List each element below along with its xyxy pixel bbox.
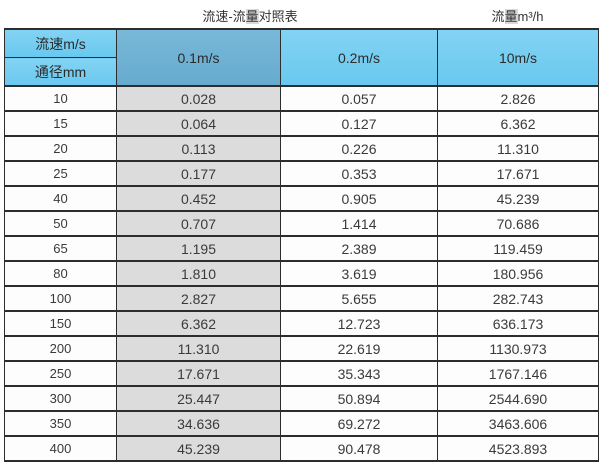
flow-value-cell: 1.414 <box>280 210 438 237</box>
flow-value-cell: 1767.146 <box>437 360 599 387</box>
diameter-cell: 10 <box>4 85 117 112</box>
diameter-cell: 250 <box>4 360 117 387</box>
flow-conversion-table: 流速m/s 0.1m/s 0.2m/s 10m/s 通径mm 10 0.028 0.… <box>4 28 599 462</box>
table-row: 65 1.195 2.389 119.459 <box>4 235 599 262</box>
flow-value-cell: 1.810 <box>116 260 281 287</box>
diameter-cell: 40 <box>4 185 117 212</box>
corner-velocity-label: 流速m/s <box>4 28 117 58</box>
page-title: 流速-流量对照表 <box>0 6 500 25</box>
flow-value-cell: 0.028 <box>116 85 281 112</box>
diameter-cell: 300 <box>4 385 117 412</box>
flow-value-cell: 2.826 <box>437 85 599 112</box>
flow-value-cell: 34.636 <box>116 410 281 437</box>
diameter-cell: 15 <box>4 110 117 137</box>
table-row: 350 34.636 69.272 3463.606 <box>4 410 599 437</box>
flow-value-cell: 0.905 <box>280 185 438 212</box>
flow-unit-prefix: 流 <box>491 9 505 24</box>
table-row: 150 6.362 12.723 636.173 <box>4 310 599 337</box>
flow-value-cell: 0.226 <box>280 135 438 162</box>
flow-value-cell: 180.956 <box>437 260 599 287</box>
flow-value-cell: 11.310 <box>116 335 281 362</box>
flow-value-cell: 0.452 <box>116 185 281 212</box>
column-header-velocity-0-2: 0.2m/s <box>280 28 438 87</box>
table-row: 100 2.827 5.655 282.743 <box>4 285 599 312</box>
diameter-cell: 150 <box>4 310 117 337</box>
flow-value-cell: 17.671 <box>437 160 599 187</box>
diameter-cell: 65 <box>4 235 117 262</box>
flow-unit-suffix: m³/h <box>517 9 544 24</box>
table-row: 200 11.310 22.619 1130.973 <box>4 335 599 362</box>
table-row: 250 17.671 35.343 1767.146 <box>4 360 599 387</box>
flow-value-cell: 12.723 <box>280 310 438 337</box>
flow-value-cell: 0.057 <box>280 85 438 112</box>
flow-value-cell: 2544.690 <box>437 385 599 412</box>
column-header-velocity-10: 10m/s <box>437 28 599 87</box>
table-body: 10 0.028 0.057 2.826 15 0.064 0.127 6.362 20 0.11… <box>4 85 599 462</box>
titlebar: 流速-流量对照表 流量m³/h <box>0 0 600 28</box>
flow-value-cell: 4523.893 <box>437 435 599 462</box>
page-title-prefix: 流速-流 <box>202 9 246 24</box>
table-row: 80 1.810 3.619 180.956 <box>4 260 599 287</box>
flow-value-cell: 5.655 <box>280 285 438 312</box>
diameter-cell: 350 <box>4 410 117 437</box>
page-title-suffix: 对照表 <box>258 9 298 24</box>
flow-value-cell: 1.195 <box>116 235 281 262</box>
flow-value-cell: 0.113 <box>116 135 281 162</box>
diameter-cell: 80 <box>4 260 117 287</box>
table-row: 20 0.113 0.226 11.310 <box>4 135 599 162</box>
flow-value-cell: 0.064 <box>116 110 281 137</box>
table-row: 10 0.028 0.057 2.826 <box>4 85 599 112</box>
diameter-cell: 50 <box>4 210 117 237</box>
table-row: 25 0.177 0.353 17.671 <box>4 160 599 187</box>
table-row: 400 45.239 90.478 4523.893 <box>4 435 599 462</box>
flow-value-cell: 119.459 <box>437 235 599 262</box>
diameter-cell: 20 <box>4 135 117 162</box>
diameter-cell: 200 <box>4 335 117 362</box>
header-row-top: 流速m/s 0.1m/s 0.2m/s 10m/s <box>4 28 599 87</box>
table-row: 300 25.447 50.894 2544.690 <box>4 385 599 412</box>
flow-value-cell: 3.619 <box>280 260 438 287</box>
flow-value-cell: 2.827 <box>116 285 281 312</box>
table-row: 50 0.707 1.414 70.686 <box>4 210 599 237</box>
flow-value-cell: 69.272 <box>280 410 438 437</box>
diameter-cell: 400 <box>4 435 117 462</box>
flow-value-cell: 636.173 <box>437 310 599 337</box>
flow-value-cell: 25.447 <box>116 385 281 412</box>
table-row: 40 0.452 0.905 45.239 <box>4 185 599 212</box>
flow-value-cell: 0.127 <box>280 110 438 137</box>
flow-value-cell: 3463.606 <box>437 410 599 437</box>
column-header-velocity-0-1: 0.1m/s <box>116 28 281 87</box>
corner-diameter-label: 通径mm <box>4 57 117 87</box>
diameter-cell: 25 <box>4 160 117 187</box>
diameter-cell: 100 <box>4 285 117 312</box>
flow-value-cell: 2.389 <box>280 235 438 262</box>
flow-unit-highlight: 量 <box>504 9 518 24</box>
flow-value-cell: 90.478 <box>280 435 438 462</box>
flow-value-cell: 0.707 <box>116 210 281 237</box>
flow-value-cell: 6.362 <box>116 310 281 337</box>
flow-value-cell: 17.671 <box>116 360 281 387</box>
page-title-highlight: 量 <box>245 9 259 24</box>
flow-value-cell: 282.743 <box>437 285 599 312</box>
flow-value-cell: 22.619 <box>280 335 438 362</box>
flow-value-cell: 70.686 <box>437 210 599 237</box>
flow-value-cell: 0.353 <box>280 160 438 187</box>
table-row: 15 0.064 0.127 6.362 <box>4 110 599 137</box>
flow-value-cell: 45.239 <box>116 435 281 462</box>
flow-value-cell: 50.894 <box>280 385 438 412</box>
flow-unit-label: 流量m³/h <box>455 6 580 25</box>
flow-value-cell: 45.239 <box>437 185 599 212</box>
flow-value-cell: 0.177 <box>116 160 281 187</box>
flow-value-cell: 11.310 <box>437 135 599 162</box>
header-row-bottom: 通径mm <box>4 57 599 87</box>
flow-value-cell: 6.362 <box>437 110 599 137</box>
flow-value-cell: 1130.973 <box>437 335 599 362</box>
flow-value-cell: 35.343 <box>280 360 438 387</box>
